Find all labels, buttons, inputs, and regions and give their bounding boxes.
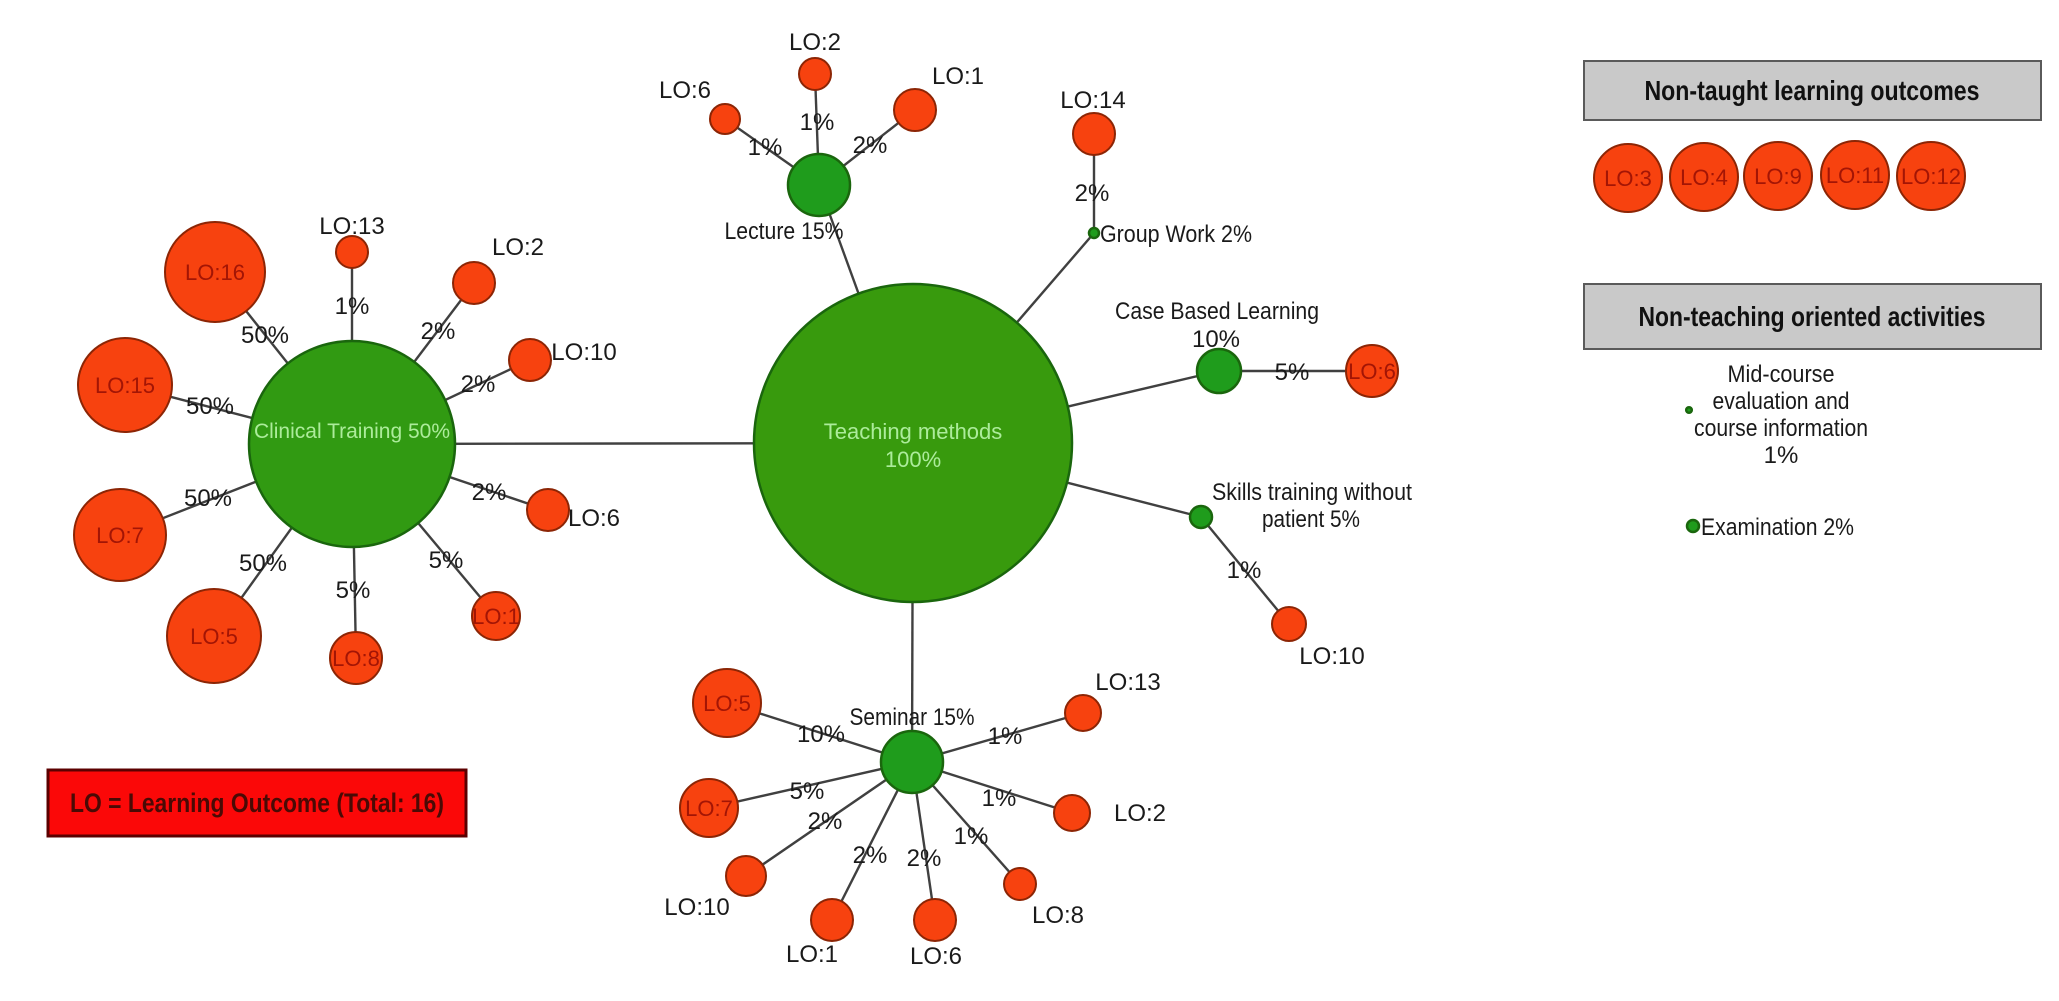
svg-text:Teaching methods: Teaching methods — [824, 419, 1003, 444]
svg-text:2%: 2% — [853, 132, 888, 159]
svg-text:5%: 5% — [1275, 359, 1310, 386]
svg-text:2%: 2% — [461, 371, 496, 398]
svg-text:LO:7: LO:7 — [685, 796, 733, 821]
svg-text:2%: 2% — [853, 842, 888, 869]
svg-text:LO:5: LO:5 — [190, 624, 238, 649]
svg-text:1%: 1% — [1764, 442, 1799, 469]
svg-text:Non-teaching oriented activiti: Non-teaching oriented activities — [1639, 301, 1986, 332]
svg-text:LO:6: LO:6 — [568, 505, 620, 532]
svg-text:LO:12: LO:12 — [1901, 164, 1961, 189]
svg-text:LO:6: LO:6 — [910, 943, 962, 970]
svg-text:1%: 1% — [988, 723, 1023, 750]
svg-text:LO:9: LO:9 — [1754, 164, 1802, 189]
svg-text:Clinical Training 50%: Clinical Training 50% — [254, 420, 450, 443]
svg-text:LO:1: LO:1 — [472, 604, 520, 629]
svg-text:LO:3: LO:3 — [1604, 166, 1652, 191]
svg-text:LO:5: LO:5 — [703, 691, 751, 716]
svg-text:Skills training without: Skills training without — [1212, 479, 1412, 506]
svg-text:LO:2: LO:2 — [789, 29, 841, 56]
svg-text:LO:4: LO:4 — [1680, 165, 1728, 190]
svg-text:1%: 1% — [335, 293, 370, 320]
svg-text:2%: 2% — [472, 479, 507, 506]
svg-text:50%: 50% — [241, 322, 289, 349]
svg-text:Lecture 15%: Lecture 15% — [725, 218, 844, 245]
svg-text:course information: course information — [1694, 415, 1868, 442]
svg-text:2%: 2% — [907, 845, 942, 872]
svg-text:1%: 1% — [954, 823, 989, 850]
svg-text:Group Work 2%: Group Work 2% — [1100, 221, 1252, 248]
svg-text:Non-taught learning outcomes: Non-taught learning outcomes — [1645, 75, 1980, 106]
svg-text:LO:6: LO:6 — [659, 77, 711, 104]
svg-text:1%: 1% — [800, 109, 835, 136]
svg-text:100%: 100% — [885, 447, 941, 472]
svg-text:5%: 5% — [336, 577, 371, 604]
svg-text:evaluation and: evaluation and — [1713, 388, 1850, 415]
svg-text:LO:2: LO:2 — [492, 234, 544, 261]
svg-text:LO:10: LO:10 — [551, 339, 616, 366]
svg-text:10%: 10% — [797, 721, 845, 748]
svg-text:LO:7: LO:7 — [96, 523, 144, 548]
svg-text:LO = Learning Outcome (Total:: LO = Learning Outcome (Total: 16) — [70, 788, 444, 818]
svg-text:Case Based Learning: Case Based Learning — [1115, 298, 1319, 325]
svg-text:LO:10: LO:10 — [664, 894, 729, 921]
svg-text:LO:15: LO:15 — [95, 373, 155, 398]
svg-text:5%: 5% — [790, 778, 825, 805]
svg-text:2%: 2% — [808, 808, 843, 835]
svg-text:LO:11: LO:11 — [1826, 163, 1884, 188]
svg-text:LO:13: LO:13 — [319, 213, 384, 240]
svg-text:Seminar 15%: Seminar 15% — [850, 704, 975, 731]
svg-text:2%: 2% — [1075, 180, 1110, 207]
svg-text:10%: 10% — [1192, 326, 1240, 353]
svg-text:LO:8: LO:8 — [1032, 902, 1084, 929]
svg-text:LO:8: LO:8 — [332, 646, 380, 671]
svg-text:patient 5%: patient 5% — [1262, 506, 1360, 533]
svg-text:Examination 2%: Examination 2% — [1701, 514, 1854, 541]
svg-text:1%: 1% — [1227, 557, 1262, 584]
svg-text:LO:1: LO:1 — [786, 941, 838, 968]
svg-text:1%: 1% — [982, 785, 1017, 812]
svg-text:2%: 2% — [421, 318, 456, 345]
svg-text:50%: 50% — [186, 393, 234, 420]
svg-text:LO:13: LO:13 — [1095, 669, 1160, 696]
svg-text:1%: 1% — [748, 134, 783, 161]
svg-text:50%: 50% — [239, 550, 287, 577]
svg-text:LO:1: LO:1 — [932, 63, 984, 90]
svg-text:5%: 5% — [429, 547, 464, 574]
svg-text:LO:10: LO:10 — [1299, 643, 1364, 670]
svg-text:LO:2: LO:2 — [1114, 800, 1166, 827]
svg-text:LO:16: LO:16 — [185, 260, 245, 285]
svg-text:Mid-course: Mid-course — [1728, 361, 1835, 388]
svg-text:50%: 50% — [184, 485, 232, 512]
svg-text:LO:6: LO:6 — [1348, 359, 1396, 384]
svg-text:LO:14: LO:14 — [1060, 87, 1125, 114]
